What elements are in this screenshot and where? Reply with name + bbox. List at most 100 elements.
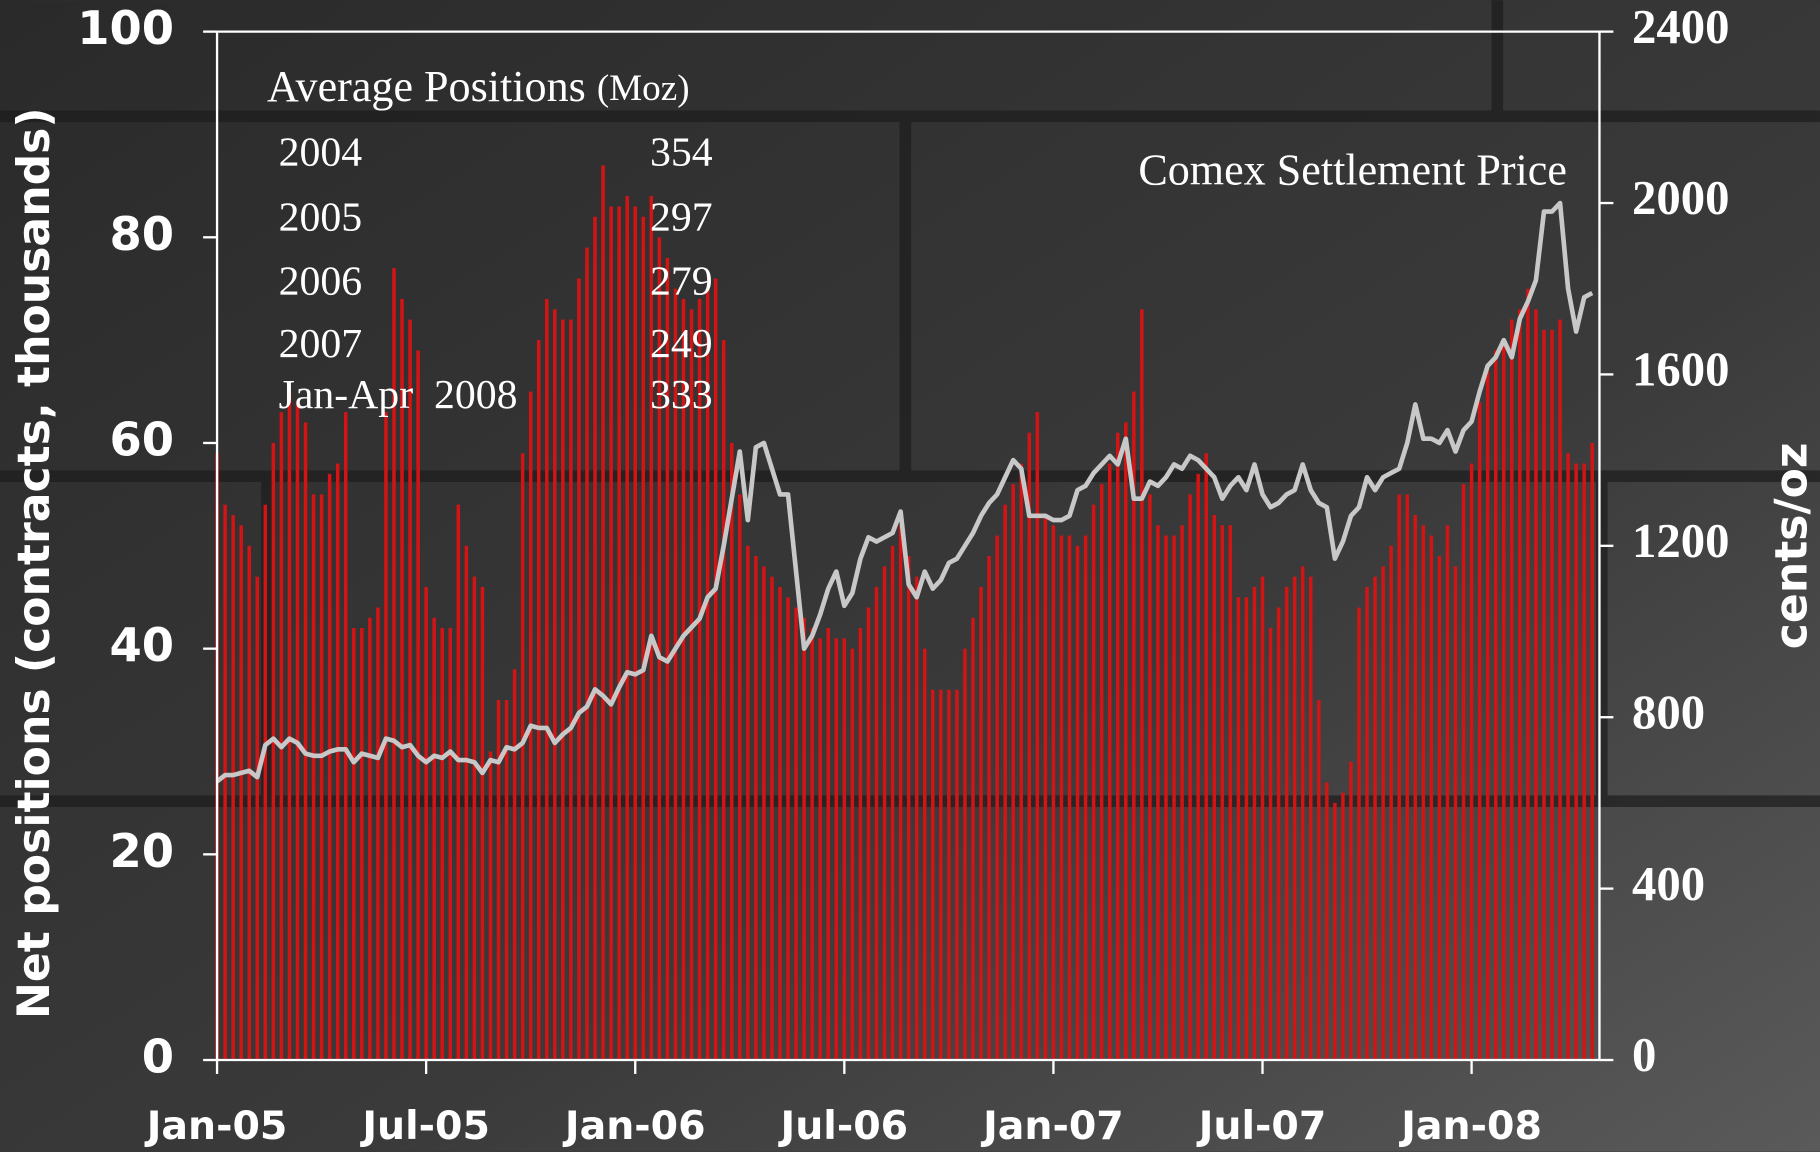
y-tick-label: 60 <box>110 412 175 466</box>
bar <box>1003 505 1006 1060</box>
bar <box>1277 608 1280 1060</box>
bar <box>1164 536 1167 1060</box>
bar <box>601 165 604 1060</box>
inset-value: 249 <box>650 321 713 367</box>
bar <box>1011 484 1014 1060</box>
bar <box>352 628 355 1060</box>
y-tick-label: 0 <box>142 1030 174 1084</box>
bar <box>239 525 242 1060</box>
bar <box>609 206 612 1060</box>
y-axis-title: Net positions (contracts, thousands) <box>9 107 60 1019</box>
bar <box>247 546 250 1060</box>
bar <box>1028 433 1031 1060</box>
bar <box>1373 577 1376 1060</box>
bar <box>1285 587 1288 1060</box>
bar <box>1486 371 1489 1060</box>
bar <box>1237 597 1240 1060</box>
bar <box>264 505 267 1060</box>
bar <box>1036 412 1039 1060</box>
bar <box>995 536 998 1060</box>
bar <box>553 309 556 1060</box>
bar <box>1381 566 1384 1060</box>
bar <box>642 217 645 1060</box>
bar <box>1148 494 1151 1060</box>
y2-tick-label: 0 <box>1632 1028 1656 1082</box>
bar <box>835 638 838 1060</box>
bar <box>1389 546 1392 1060</box>
bar <box>955 690 958 1060</box>
bar <box>794 608 797 1060</box>
bar <box>272 443 275 1060</box>
bar <box>521 453 524 1060</box>
y-tick-label: 40 <box>110 618 175 672</box>
y2-tick-label: 800 <box>1632 685 1705 739</box>
bar <box>770 577 773 1060</box>
bar <box>1172 536 1175 1060</box>
bar <box>1502 340 1505 1060</box>
bar <box>931 690 934 1060</box>
bar <box>1414 515 1417 1060</box>
chart: Net positions (contracts, thousands) cen… <box>0 0 1820 1152</box>
bar <box>569 320 572 1060</box>
bar <box>923 649 926 1060</box>
bar <box>1301 566 1304 1060</box>
inset-value: 333 <box>650 372 713 418</box>
y2-tick-label: 400 <box>1632 857 1705 911</box>
bar <box>296 402 299 1060</box>
inset-value: 297 <box>650 194 713 240</box>
bar <box>1438 556 1441 1060</box>
bar <box>1446 525 1449 1060</box>
x-tick-label: Jan-05 <box>144 1103 288 1149</box>
bar <box>859 628 862 1060</box>
bar <box>1470 464 1473 1060</box>
y2-tick-label: 1600 <box>1632 343 1730 397</box>
bar <box>827 628 830 1060</box>
inset-title: Average Positions (Moz) <box>267 62 690 111</box>
bar <box>939 690 942 1060</box>
x-tick-label: Jan-06 <box>562 1103 706 1149</box>
bar <box>1510 320 1513 1060</box>
y2-tick-label: 2000 <box>1632 171 1730 225</box>
bar <box>513 669 516 1060</box>
bar <box>899 525 902 1060</box>
bar <box>1566 453 1569 1060</box>
bar <box>1397 494 1400 1060</box>
bar <box>746 546 749 1060</box>
bar <box>304 422 307 1060</box>
bar <box>1124 422 1127 1060</box>
bar <box>867 608 870 1060</box>
bar <box>1245 597 1248 1060</box>
inset-label: 2006 <box>279 258 363 304</box>
bar <box>617 206 620 1060</box>
x-tick-label: Jan-08 <box>1398 1103 1542 1149</box>
bar <box>1582 464 1585 1060</box>
bar <box>449 628 452 1060</box>
bar <box>891 546 894 1060</box>
inset-title-text: Average Positions <box>267 62 586 111</box>
inset-value: 354 <box>650 129 713 175</box>
y-tick-label: 80 <box>110 207 175 261</box>
bar <box>465 546 468 1060</box>
bar <box>843 638 846 1060</box>
bar <box>424 587 427 1060</box>
bar <box>384 412 387 1060</box>
bar <box>1341 793 1344 1060</box>
y-tick-label: 100 <box>77 1 174 55</box>
inset-label: Jan-Apr 2008 <box>279 372 518 418</box>
bar <box>1060 536 1063 1060</box>
bar <box>1462 484 1465 1060</box>
bar <box>489 752 492 1061</box>
bar <box>561 320 564 1060</box>
bar <box>971 618 974 1060</box>
bar <box>1204 453 1207 1060</box>
bar <box>1478 402 1481 1060</box>
bar <box>545 299 548 1060</box>
inset-label: 2005 <box>279 194 363 240</box>
bar <box>1052 525 1055 1060</box>
bar <box>754 556 757 1060</box>
bar <box>376 608 379 1060</box>
bar <box>1309 577 1312 1060</box>
bar <box>368 618 371 1060</box>
x-tick-label: Jul-05 <box>359 1103 490 1149</box>
bar <box>1558 320 1561 1060</box>
